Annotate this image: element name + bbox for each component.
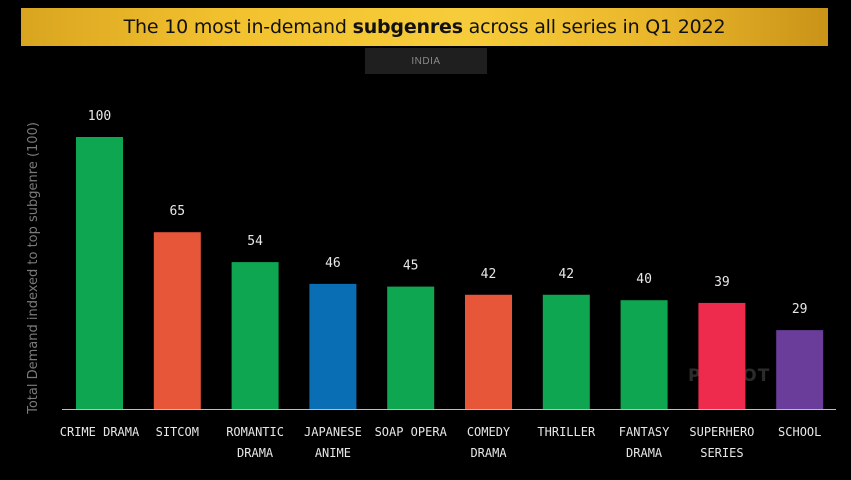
title-banner: The 10 most in-demand subgenres across a… [21,8,828,46]
bar [698,302,746,409]
bar-value-label: 46 [325,256,341,271]
bar [76,137,123,409]
title-prefix: The 10 most in-demand [123,16,353,38]
bar-value-label: 100 [88,109,111,124]
category-label: COMEDY [467,425,511,439]
bar [309,283,357,409]
category-label: ANIME [315,446,351,460]
bar-value-label: 54 [247,234,263,249]
category-label: FANTASY [619,425,670,439]
bars-group: 100 CRIME DRAMA 65 SITCOM 54 ROMANTIC DRAMA 46 J… [60,109,824,460]
category-label: SOAP OPERA [375,425,448,439]
category-label: ROMANTIC [226,425,284,439]
bar-value-label: 65 [169,204,185,219]
category-label: SUPERHERO [689,425,754,439]
category-label: DRAMA [237,446,274,460]
bar-value-label: 42 [481,267,497,282]
bar [620,300,668,409]
bar-value-label: 42 [558,267,574,282]
category-label: SCHOOL [778,425,821,439]
category-label: JAPANESE [304,425,362,439]
category-label: THRILLER [537,425,596,439]
bar-value-label: 45 [403,259,419,274]
bar [465,294,512,409]
category-label: DRAMA [626,446,663,460]
y-axis-label: Total Demand indexed to top subgenre (10… [26,122,41,415]
category-label: CRIME DRAMA [60,425,140,439]
category-label: SERIES [700,446,743,460]
bar [231,262,279,409]
title-bold: subgenres [352,16,463,38]
bar [153,232,201,409]
bar [776,330,824,409]
bar-value-label: 40 [636,272,652,287]
bar-value-label: 39 [714,275,730,290]
bar [542,294,590,409]
chart-title: The 10 most in-demand subgenres across a… [124,16,726,38]
category-label: SITCOM [156,425,199,439]
bar-value-label: 29 [792,302,808,317]
category-label: DRAMA [470,446,507,460]
title-suffix: across all series in Q1 2022 [462,16,726,38]
region-tab[interactable]: INDIA [365,48,487,74]
bar [387,286,435,409]
